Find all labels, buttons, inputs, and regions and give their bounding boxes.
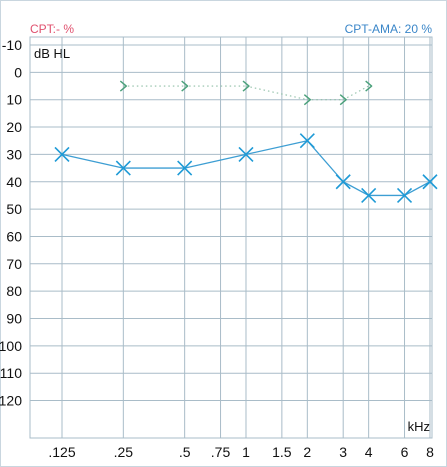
air-conduction-line [342, 181, 369, 196]
bone-conduction-series [119, 80, 373, 106]
x-tick-label: 1 [242, 444, 250, 460]
x-tick-label: 8 [426, 444, 434, 460]
air-conduction-line [404, 181, 431, 196]
plot-border [29, 36, 433, 439]
y-tick-label: 100 [0, 338, 22, 354]
bone-marker [181, 80, 189, 92]
air-conduction-line [184, 153, 247, 169]
air-conduction-line [245, 140, 308, 156]
axis-ticks: -10 0 10 20 30 40 50 60 70 80 90 100 110 120 .125 .25 .5… [0, 37, 434, 460]
x-axis-unit-label: kHz [408, 419, 430, 434]
y-tick-label: 60 [6, 228, 22, 244]
right-ear-score-label: CPT-AMA: 20 % [345, 22, 433, 36]
bone-marker [339, 94, 347, 106]
y-tick-label: 80 [6, 283, 22, 299]
x-tick-label: 3 [339, 444, 347, 460]
x-marker [115, 160, 131, 176]
bone-marker [303, 94, 312, 106]
x-marker [54, 146, 70, 162]
x-tick-label: 4 [365, 444, 373, 460]
x-tick-label: 1.5 [272, 444, 292, 460]
y-tick-label: 0 [14, 64, 22, 80]
y-axis-unit-label: dB HL [34, 46, 70, 61]
y-tick-label: -10 [2, 37, 22, 53]
y-tick-label: 120 [0, 393, 22, 409]
x-marker [299, 133, 315, 149]
y-tick-label: 30 [6, 146, 22, 162]
grid [29, 36, 433, 439]
y-tick-label: 10 [6, 92, 22, 108]
x-marker [422, 174, 438, 190]
left-ear-score-label: CPT:- % [30, 22, 74, 36]
y-tick-label: 70 [6, 256, 22, 272]
y-tick-label: 40 [6, 174, 22, 190]
y-tick-label: 20 [6, 119, 22, 135]
air-conduction-line [61, 153, 124, 169]
y-tick-label: 110 [0, 365, 22, 381]
x-tick-label: 2 [303, 444, 311, 460]
bone-marker [365, 80, 373, 92]
plot-series [54, 80, 438, 203]
x-marker [396, 187, 413, 203]
air-conduction-series [54, 133, 438, 203]
bone-conduction-line [245, 85, 308, 101]
x-tick-label: .25 [114, 444, 134, 460]
y-tick-label: 50 [6, 201, 22, 217]
y-tick-label: 90 [6, 311, 22, 327]
bone-marker [119, 80, 128, 92]
x-tick-label: .5 [179, 444, 191, 460]
x-tick-label: .75 [211, 444, 231, 460]
bone-conduction-line [342, 85, 369, 101]
x-marker [177, 160, 193, 176]
x-tick-label: .125 [48, 444, 75, 460]
bone-marker [242, 80, 250, 92]
x-marker [335, 174, 351, 190]
x-tick-label: 6 [401, 444, 409, 460]
x-marker [238, 146, 254, 162]
x-marker [361, 187, 377, 203]
